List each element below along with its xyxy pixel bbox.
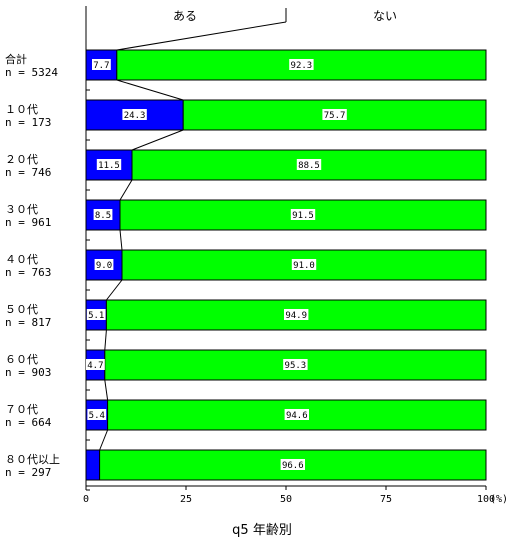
- category-label: ２０代: [5, 153, 38, 166]
- category-n-label: n = 817: [5, 316, 51, 329]
- category-n-label: n = 5324: [5, 66, 58, 79]
- data-label-nai: 91.5: [292, 211, 314, 221]
- chart-title: q5 年齢別: [232, 523, 292, 538]
- data-label-nai: 96.6: [282, 461, 304, 471]
- category-n-label: n = 664: [5, 416, 52, 429]
- data-label-bg: [280, 459, 305, 470]
- data-label-bg: [291, 259, 317, 270]
- x-tick-label: 0: [83, 494, 89, 505]
- category-label: １０代: [5, 103, 38, 116]
- data-label-bg: [86, 309, 106, 320]
- category-n-label: n = 297: [5, 466, 51, 479]
- legend-label-nai: ない: [373, 9, 397, 23]
- bar-nai: [116, 49, 487, 81]
- category-label: ７０代: [5, 403, 38, 416]
- data-label-bg: [284, 309, 309, 320]
- x-tick-label: 75: [380, 494, 392, 505]
- category-n-label: n = 746: [5, 166, 51, 179]
- boundary-connector-line: [116, 79, 184, 101]
- category-n-label: n = 903: [5, 366, 51, 379]
- data-label-bg: [94, 259, 114, 270]
- data-label-aru: 5.4: [89, 411, 105, 421]
- x-tick-label: 25: [180, 494, 192, 505]
- data-label-nai: 94.6: [286, 411, 308, 421]
- category-label: ６０代: [5, 353, 38, 366]
- category-label: ５０代: [5, 303, 38, 316]
- legend-label-aru: ある: [173, 9, 197, 23]
- category-label: ４０代: [5, 253, 38, 266]
- category-n-label: n = 961: [5, 216, 51, 229]
- bar-aru: [85, 449, 101, 481]
- data-label-nai: 95.3: [285, 361, 307, 371]
- boundary-connector-line: [104, 379, 109, 401]
- data-label-aru: 5.1: [88, 311, 104, 321]
- data-label-nai: 91.0: [293, 261, 315, 271]
- data-label-nai: 92.3: [291, 61, 313, 71]
- boundary-connector-line: [106, 279, 123, 301]
- data-label-nai: 88.5: [298, 161, 320, 171]
- x-unit-label: (%): [490, 494, 508, 505]
- data-label-bg: [296, 159, 322, 170]
- category-label: ８０代以上: [5, 453, 60, 466]
- data-label-bg: [122, 109, 147, 120]
- data-label-bg: [322, 109, 347, 120]
- category-n-label: n = 173: [5, 116, 51, 129]
- data-label-bg: [96, 159, 122, 170]
- boundary-connector-line: [131, 129, 184, 151]
- data-label-bg: [93, 209, 113, 220]
- data-label-nai: 75.7: [324, 111, 346, 121]
- data-label-aru: 7.7: [93, 61, 109, 71]
- data-label-aru: 8.5: [95, 211, 111, 221]
- boundary-connector-line: [104, 329, 107, 351]
- data-label-bg: [283, 359, 308, 370]
- data-label-bg: [284, 409, 309, 420]
- data-label-aru: 4.7: [87, 361, 103, 371]
- data-label-bg: [86, 359, 105, 370]
- boundary-connector-line: [119, 179, 133, 201]
- category-n-label: n = 763: [5, 266, 51, 279]
- data-label-nai: 94.9: [285, 311, 307, 321]
- category-label: ３０代: [5, 203, 38, 216]
- x-tick-label: 50: [280, 494, 292, 505]
- data-label-aru: 9.0: [96, 261, 112, 271]
- data-label-bg: [289, 59, 314, 70]
- legend-connector: [116, 21, 287, 51]
- data-label-aru: 24.3: [124, 111, 146, 121]
- data-label-bg: [87, 409, 107, 420]
- boundary-connector-line: [99, 429, 109, 451]
- data-label-bg: [92, 59, 111, 70]
- category-label: 合計: [5, 52, 27, 66]
- boundary-connector-line: [119, 229, 123, 251]
- data-label-bg: [290, 209, 316, 220]
- x-tick-label: 100: [477, 494, 495, 505]
- data-label-aru: 11.5: [98, 161, 120, 171]
